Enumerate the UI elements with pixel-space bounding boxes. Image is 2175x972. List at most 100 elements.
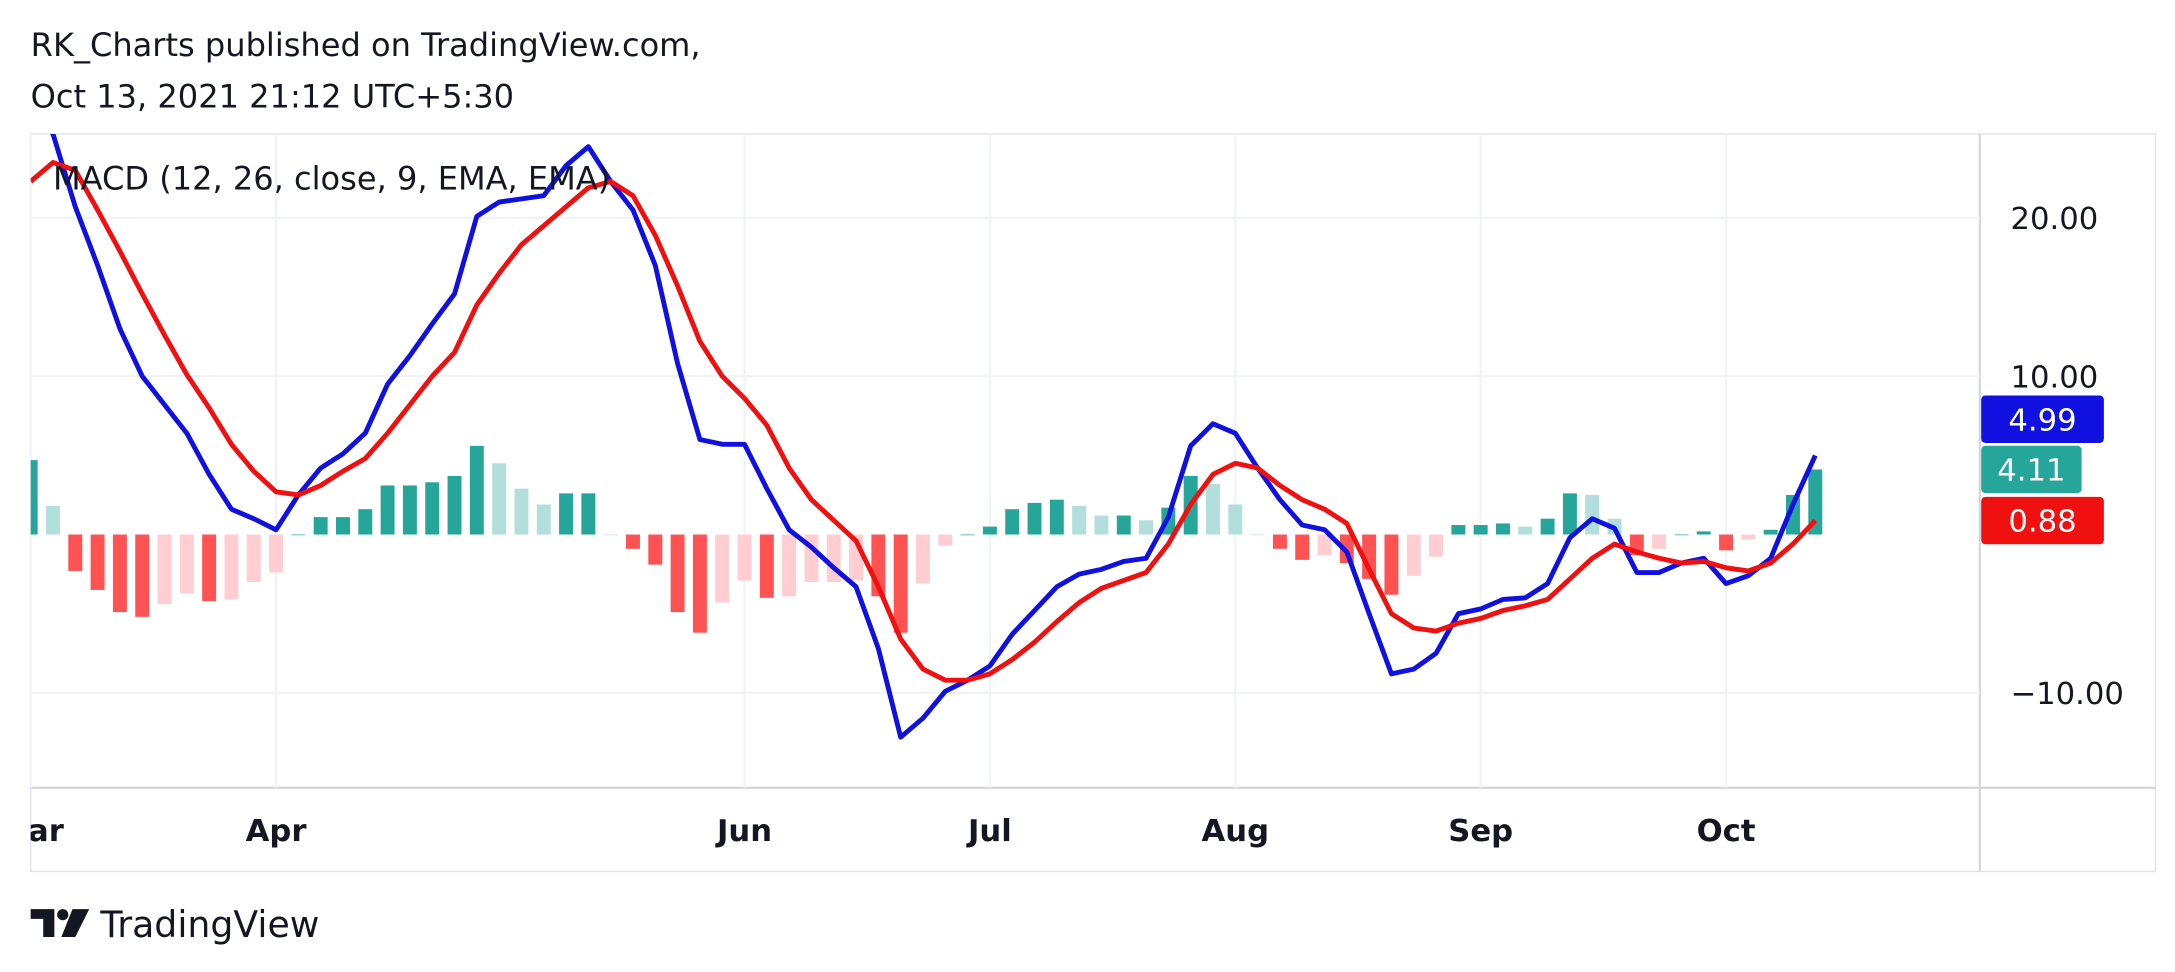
indicator-legend: MACD (12, 26, close, 9, EMA, EMA) xyxy=(53,160,610,198)
histogram-bar xyxy=(737,534,752,581)
histogram-bar xyxy=(938,534,953,546)
histogram-bar xyxy=(1763,529,1778,535)
histogram-bar xyxy=(157,534,172,605)
last-value-badge xyxy=(1981,445,2082,494)
histogram-bar xyxy=(603,534,618,536)
histogram-bar xyxy=(1496,523,1510,535)
histogram-bar xyxy=(224,534,239,600)
histogram-bar xyxy=(514,488,529,535)
histogram-bar xyxy=(336,517,350,535)
histogram-bar xyxy=(358,509,373,535)
histogram-bar xyxy=(202,534,217,602)
histogram-bar xyxy=(380,485,395,535)
histogram-bar xyxy=(1562,493,1577,535)
histogram-bar xyxy=(112,534,127,613)
histogram-bar xyxy=(1719,534,1734,551)
histogram-bar xyxy=(1451,525,1466,535)
histogram-bar xyxy=(1741,534,1756,540)
histogram-bar xyxy=(1250,534,1265,536)
grid xyxy=(29,133,1980,788)
histogram-bar xyxy=(916,534,930,584)
frame xyxy=(29,133,2157,873)
tradingview-logo xyxy=(30,909,90,938)
publish-date: Oct 13, 2021 21:12 UTC+5:30 xyxy=(31,77,514,115)
histogram-bar xyxy=(492,463,507,535)
x-tick-label: Jul xyxy=(966,814,1012,849)
histogram-bar xyxy=(1206,483,1220,535)
x-tick-label: Jun xyxy=(715,814,772,849)
histogram-bar xyxy=(1696,531,1711,535)
plot xyxy=(30,133,1823,740)
histogram-bar xyxy=(648,534,663,565)
histogram-bar xyxy=(1272,534,1287,549)
histogram-bar xyxy=(425,482,440,535)
last-value-label: 4.99 xyxy=(2008,403,2076,438)
histogram-bar xyxy=(313,517,328,535)
histogram-bar xyxy=(1473,525,1488,535)
histogram-bar xyxy=(759,534,774,598)
histogram-bar xyxy=(447,475,462,535)
histogram-bar xyxy=(1585,494,1600,535)
histogram-bar xyxy=(1049,499,1064,535)
publisher: RK_Charts published on TradingView.com, xyxy=(31,26,701,64)
last-value-badge xyxy=(1981,395,2104,443)
x-tick-label: Mar xyxy=(0,814,65,849)
line xyxy=(49,133,1818,740)
histogram-bar xyxy=(469,445,484,535)
histogram-bar xyxy=(1808,469,1823,535)
histogram-bar xyxy=(559,493,574,535)
histogram-bar xyxy=(246,534,261,583)
histogram-bar xyxy=(626,534,640,549)
brand: TradingView xyxy=(99,903,319,946)
x-tick-label: Aug xyxy=(1202,814,1270,849)
histogram-bar xyxy=(692,534,707,633)
y-axis: 20.00 10.00 −10.00 0.88 4.11 4.99 xyxy=(1981,202,2124,712)
histogram-bar xyxy=(1540,518,1555,535)
last-value-badge xyxy=(1981,496,2104,545)
histogram-bar xyxy=(1652,534,1667,549)
histogram-bar xyxy=(1094,515,1109,535)
x-tick-label: Apr xyxy=(246,814,308,849)
histogram-bar xyxy=(1406,534,1421,576)
x-axis: Mar Apr Jun Jul Aug Sep Oct xyxy=(0,814,1756,849)
histogram-bar xyxy=(670,534,685,613)
histogram-bar xyxy=(1295,534,1310,560)
y-tick-label: 20.00 xyxy=(2010,202,2098,237)
histogram-bar xyxy=(1228,504,1243,535)
histogram-bar xyxy=(1072,506,1087,535)
histogram-bar xyxy=(982,526,997,535)
logo-mark xyxy=(30,909,55,938)
histogram-bar xyxy=(90,534,105,590)
histogram-bar xyxy=(46,506,60,535)
histogram-bar xyxy=(715,534,730,603)
histogram-bar xyxy=(1786,494,1800,535)
y-tick-label: 10.00 xyxy=(2010,360,2098,395)
histogram-bar xyxy=(1116,515,1131,535)
histogram-bar xyxy=(1005,509,1020,535)
histogram-bar xyxy=(179,534,194,594)
histogram-bar xyxy=(30,460,38,535)
histogram-bar xyxy=(291,534,306,536)
x-tick-label: Oct xyxy=(1697,814,1756,849)
histogram-bar xyxy=(1027,502,1042,535)
logo-dot xyxy=(57,909,69,921)
last-value-label: 4.11 xyxy=(1997,454,2065,489)
histogram-bar xyxy=(1674,534,1689,536)
logo-slash xyxy=(61,909,90,938)
histogram-bar xyxy=(1317,534,1332,556)
histogram-bar xyxy=(1429,534,1444,557)
histogram-bar xyxy=(269,534,284,573)
histogram-bar xyxy=(1362,534,1377,579)
histogram-bar xyxy=(1384,534,1399,595)
histogram-bar xyxy=(135,534,150,617)
histogram-bar xyxy=(1518,526,1533,535)
histogram-bar xyxy=(581,493,596,535)
line xyxy=(30,160,1818,683)
x-tick-label: Sep xyxy=(1448,814,1513,849)
last-value-label: 0.88 xyxy=(2008,505,2076,540)
histogram-bar xyxy=(960,534,975,536)
histogram-bar xyxy=(1139,520,1154,535)
histogram-bar xyxy=(893,534,908,633)
